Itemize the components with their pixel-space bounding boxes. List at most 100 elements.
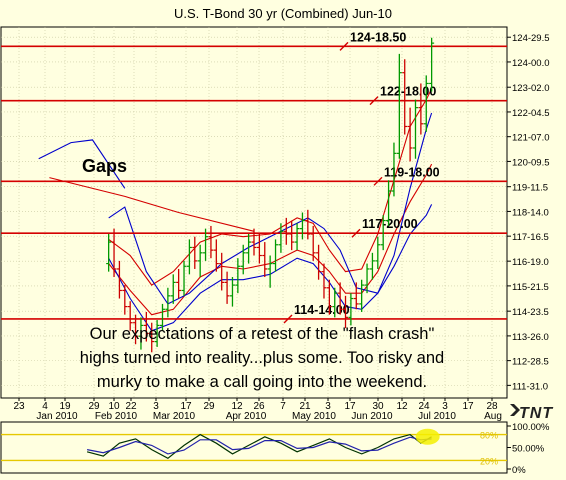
ohlc-bar xyxy=(256,234,262,264)
price-tick-label: 118-14.0 xyxy=(512,207,549,218)
ohlc-bar xyxy=(149,322,155,353)
annotation-comment: Our expectations of a retest of the "fla… xyxy=(80,325,444,391)
hline-marker xyxy=(373,176,383,186)
price-tick-label: 124-29.5 xyxy=(512,33,550,44)
price-tick-label: 124-00.0 xyxy=(512,58,550,69)
x-day-label: 19 xyxy=(59,401,71,412)
ohlc-bar xyxy=(192,236,198,269)
ohlc-bar xyxy=(380,215,386,251)
ohlc-bar xyxy=(106,234,112,272)
comment-line-2: highs turned into reality...plus some. T… xyxy=(80,349,444,367)
hline-marker xyxy=(283,314,293,324)
x-day-label: 26 xyxy=(253,401,265,412)
ohlc-bar xyxy=(267,255,273,288)
date-axis: 23 4 19 29 10 22 3 17 29 12 26 7 21 3 17 30 12 24 3 17 28 Jan… xyxy=(1,397,507,422)
x-day-label: 10 xyxy=(108,401,120,412)
ohlc-bar xyxy=(159,303,165,331)
ohlc-bar xyxy=(154,320,160,347)
ohlc-bar xyxy=(251,228,257,256)
ohlc-bar xyxy=(310,225,316,261)
price-tick-label: 120-09.5 xyxy=(512,157,550,168)
ohlc-bar xyxy=(176,268,182,299)
ohlc-bar xyxy=(343,295,349,329)
ohlc-bar xyxy=(197,244,203,278)
indicator-trend-blue xyxy=(38,139,126,189)
chart-title: U.S. T-Bond 30 yr (Combined) Jun-10 xyxy=(174,6,392,21)
ohlc-bar xyxy=(246,234,252,264)
ohlc-bar xyxy=(111,228,117,278)
ohlc-bar xyxy=(316,244,322,280)
ohlc-bar xyxy=(353,282,359,310)
price-tick-label: 112-28.5 xyxy=(512,357,549,368)
x-day-label: 12 xyxy=(231,401,243,412)
osc-level-label: 20% xyxy=(480,456,498,466)
price-tick-label: 122-04.5 xyxy=(512,108,550,119)
ohlc-bar xyxy=(181,260,187,296)
ohlc-bar xyxy=(359,279,365,312)
osc-highlight xyxy=(415,428,440,445)
main-gridlines xyxy=(1,27,507,398)
ohlc-bar xyxy=(369,252,375,280)
x-day-label: 7 xyxy=(280,401,286,412)
x-day-label: 30 xyxy=(372,401,384,412)
ohlc-bar xyxy=(289,220,295,251)
ohlc-bar xyxy=(138,317,144,350)
ohlc-bar xyxy=(321,263,327,299)
x-day-label: 22 xyxy=(125,401,137,412)
ohlc-bar xyxy=(348,293,354,326)
ohlc-bar xyxy=(203,228,209,261)
ohlc-bar xyxy=(165,287,171,318)
price-tick-label: 123-02.0 xyxy=(512,83,550,94)
indicator-lower-band xyxy=(108,204,433,332)
hline-label: 114-14.00 xyxy=(294,303,350,317)
ohlc-bar xyxy=(273,239,279,272)
support-resistance-lines: 124-18.50 122-18.00 119-18.00 117-20.00 114-… xyxy=(1,30,507,324)
ohlc-bar xyxy=(375,236,381,269)
ohlc-bar xyxy=(386,180,392,226)
hline-marker xyxy=(351,228,361,238)
ohlc-bar xyxy=(122,285,128,315)
ohlc-bar xyxy=(305,209,311,240)
ohlc-bar xyxy=(412,99,418,159)
x-day-label: 21 xyxy=(299,401,311,412)
hline-label: 124-18.50 xyxy=(350,30,406,44)
x-day-label: 29 xyxy=(88,401,100,412)
ohlc-bar xyxy=(229,277,235,307)
ohlc-bar xyxy=(170,274,176,304)
x-day-label: 12 xyxy=(396,401,408,412)
ohlc-bar xyxy=(423,75,429,132)
osc-tick-label: 100.00% xyxy=(512,422,550,433)
x-day-label: 23 xyxy=(13,401,25,412)
ohlc-bar xyxy=(337,282,343,315)
ohlc-bar xyxy=(213,239,219,272)
ohlc-bar xyxy=(396,53,402,159)
x-day-label: 3 xyxy=(325,401,331,412)
price-tick-label: 115-21.5 xyxy=(512,282,549,293)
ohlc-bar xyxy=(143,311,149,342)
ohlc-bar xyxy=(127,301,133,331)
osc-tick-label: 0% xyxy=(512,465,526,475)
x-month-label: Mar 2010 xyxy=(153,411,196,422)
indicator-trend-red xyxy=(49,177,255,232)
logo-text: TNT xyxy=(519,405,553,422)
osc-line-D xyxy=(86,436,432,455)
price-tick-label: 113-26.0 xyxy=(512,332,549,343)
ohlc-bar xyxy=(186,239,192,275)
ohlc-bar xyxy=(299,212,305,240)
ohlc-bar xyxy=(283,217,289,245)
ohlc-bar xyxy=(407,107,413,162)
ohlc-bar xyxy=(235,258,241,294)
price-tick-label: 117-16.5 xyxy=(512,232,549,243)
x-month-label: Aug xyxy=(484,411,502,422)
comment-line-1: Our expectations of a retest of the "fla… xyxy=(90,325,435,343)
hline-marker xyxy=(339,41,349,51)
price-tick-label: 121-07.0 xyxy=(512,133,550,144)
x-month-label: May 2010 xyxy=(292,411,336,422)
x-day-label: 4 xyxy=(42,401,48,412)
x-day-label: 28 xyxy=(486,401,498,412)
ohlc-bar xyxy=(224,271,230,304)
ohlc-bar xyxy=(391,142,397,197)
osc-level-label: 80% xyxy=(480,431,498,441)
x-month-label: Feb 2010 xyxy=(95,411,138,422)
